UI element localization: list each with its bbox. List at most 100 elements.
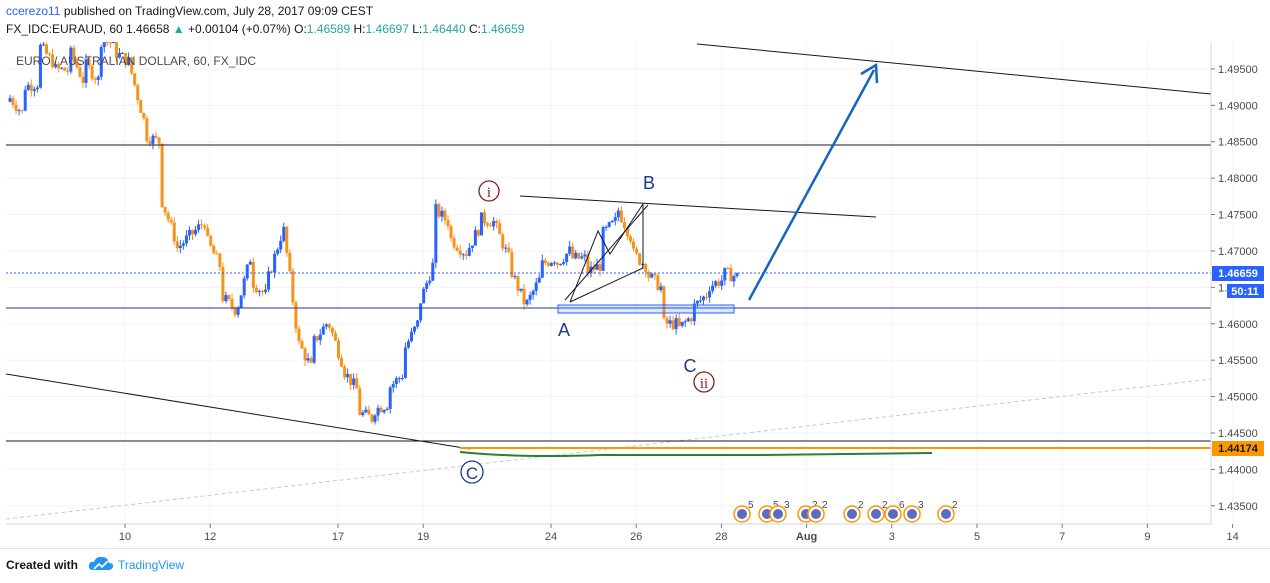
candle-body — [285, 226, 289, 253]
candle-body — [571, 246, 575, 259]
candle-body — [84, 59, 88, 83]
candle-body — [38, 44, 42, 88]
tradingview-cloud-icon — [88, 556, 114, 570]
candle-body — [510, 252, 514, 278]
green-curve[interactable] — [459, 451, 933, 457]
candle-body — [625, 228, 629, 237]
candle-body — [702, 296, 705, 301]
drawings — [5, 43, 1212, 520]
candle-body — [419, 303, 423, 321]
candle-body — [160, 143, 164, 207]
candle-body — [379, 407, 383, 413]
candle-body — [191, 229, 194, 235]
candle-body — [254, 287, 258, 293]
wave-ii-circle — [693, 371, 715, 393]
y-tick-label: 1.46000 — [1218, 319, 1258, 331]
candle-body — [151, 135, 155, 144]
candle-body — [35, 87, 39, 90]
x-tick-label: 3 — [889, 531, 895, 543]
candle-body — [677, 318, 681, 326]
candle-body — [717, 281, 721, 286]
candle-body — [105, 42, 109, 44]
triangle-top-line[interactable] — [519, 195, 877, 218]
x-tick-label: 14 — [1226, 531, 1238, 543]
candle-body — [267, 271, 271, 290]
candle-body — [647, 272, 651, 278]
candlestick-series — [8, 34, 739, 425]
candle-body — [568, 246, 572, 254]
countdown-badge — [1227, 284, 1264, 298]
candle-body — [178, 245, 182, 249]
candle-body — [242, 278, 246, 296]
y-tick-label: 1.48000 — [1218, 173, 1258, 185]
candle-body — [166, 212, 170, 220]
candle-body — [714, 281, 718, 286]
low-label: L: — [412, 22, 423, 36]
y-tick-label: 1.48500 — [1218, 137, 1258, 149]
header-bar: ccerezo11 published on TradingView.com, … — [0, 0, 1270, 42]
calendar-event-flag-icon — [811, 509, 821, 519]
candle-body — [665, 318, 669, 324]
published-line: ccerezo11 published on TradingView.com, … — [6, 4, 373, 18]
candle-body — [142, 113, 146, 119]
candle-body — [303, 348, 307, 361]
candle-body — [276, 249, 280, 254]
candle-body — [692, 303, 696, 322]
candle-body — [720, 280, 724, 286]
calendar-event-count: 5 — [748, 500, 754, 511]
support-price-badge — [1212, 441, 1264, 456]
x-tick-label: 12 — [204, 531, 216, 543]
candle-body — [197, 224, 201, 230]
candle-body — [184, 235, 188, 244]
candle-body — [686, 318, 690, 322]
candle-body — [431, 262, 435, 281]
candle-body — [139, 100, 143, 114]
candle-body — [343, 366, 347, 378]
calendar-event-count: 3 — [784, 500, 790, 511]
candle-body — [121, 52, 125, 54]
candle-body — [629, 236, 632, 242]
candle-body — [698, 300, 702, 302]
candle-body — [598, 264, 602, 271]
candle-body — [543, 260, 547, 264]
projection-arrow-line[interactable] — [747, 69, 876, 301]
candle-body — [297, 328, 301, 341]
candle-body — [148, 141, 152, 144]
candle-body — [461, 254, 465, 256]
candle-body — [358, 388, 362, 416]
calendar-event-count: 2 — [952, 500, 958, 511]
candle-body — [549, 263, 553, 266]
candle-body — [312, 336, 316, 363]
lower-trend-line[interactable] — [5, 373, 471, 450]
calendar-event-flag-icon — [888, 509, 898, 519]
candle-body — [656, 275, 660, 291]
calendar-event-count: 2 — [858, 500, 864, 511]
candle-body — [638, 253, 642, 265]
candle-body — [689, 318, 693, 322]
high-label: H: — [353, 22, 366, 36]
candle-body — [516, 276, 520, 291]
candle-body — [72, 47, 76, 61]
candle-body — [96, 76, 100, 80]
grid — [6, 42, 1234, 524]
dashed-trend-line[interactable] — [5, 378, 1212, 520]
projection-arrow-head — [860, 62, 879, 84]
candle-body — [209, 235, 213, 246]
candle-body — [330, 327, 334, 334]
candle-body — [455, 247, 459, 251]
tradingview-brand-link[interactable]: TradingView — [118, 558, 185, 572]
candle-body — [75, 60, 79, 68]
candle-body — [501, 234, 505, 249]
candle-body — [470, 245, 474, 248]
support-zone-box[interactable] — [557, 304, 735, 314]
candle-body — [294, 302, 298, 329]
username-link[interactable]: ccerezo11 — [6, 4, 61, 18]
candle-body — [206, 227, 210, 236]
candle-body — [613, 217, 617, 221]
candle-body — [729, 268, 733, 282]
candle-body — [732, 276, 736, 282]
candle-body — [8, 98, 12, 102]
candle-body — [680, 321, 684, 326]
upper-resistance-line[interactable] — [696, 43, 1212, 95]
